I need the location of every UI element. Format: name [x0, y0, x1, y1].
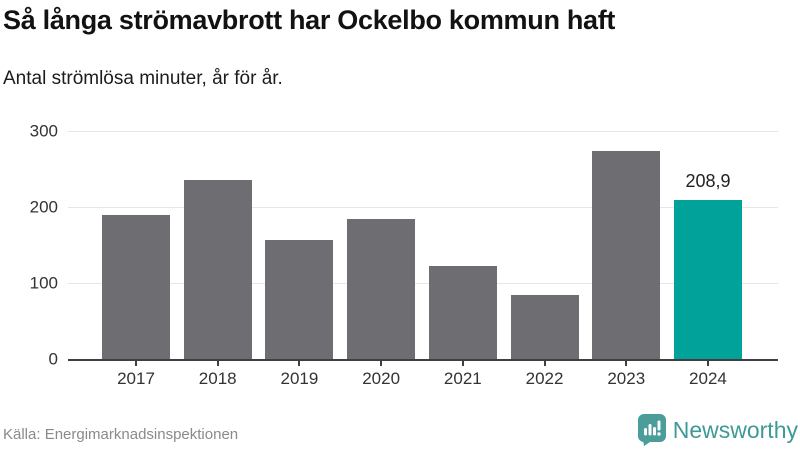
bar-2022	[510, 295, 579, 359]
chart-subtitle: Antal strömlösa minuter, år för år.	[3, 68, 283, 89]
x-axis-label-2017: 2017	[117, 369, 155, 388]
bar-2020	[347, 219, 416, 359]
x-axis-label-2023: 2023	[607, 369, 646, 388]
x-axis-label-2018: 2018	[198, 369, 237, 388]
y-axis-tick-label: 300	[29, 121, 58, 141]
x-axis-label-2020: 2020	[362, 369, 401, 388]
bar-2019	[265, 240, 334, 359]
bar-2021	[428, 265, 497, 359]
x-axis-tick	[216, 359, 219, 366]
newsworthy-logo: Newsworthy	[637, 414, 798, 446]
gridline-100	[68, 283, 778, 284]
x-axis-tick	[298, 359, 301, 366]
x-axis-label-2019: 2019	[280, 369, 319, 388]
plot-area	[68, 131, 778, 361]
x-axis-tick	[135, 359, 137, 366]
bar-2023	[592, 150, 661, 359]
y-axis-tick-label: 100	[29, 273, 58, 293]
x-axis-tick	[625, 359, 628, 366]
x-axis-tick	[380, 359, 383, 366]
bar-2017	[102, 215, 170, 359]
chart-title: Så långa strömavbrott har Ockelbo kommun…	[3, 5, 616, 35]
gridline-200	[68, 207, 778, 208]
x-axis-tick	[543, 359, 546, 366]
x-axis-tick	[706, 359, 709, 366]
bar-2018	[183, 179, 252, 359]
x-axis-line	[68, 359, 778, 361]
newsworthy-bar-chart-icon	[637, 414, 666, 446]
newsworthy-wordmark: Newsworthy	[672, 416, 798, 443]
bar-value-label-2024: 208,9	[685, 171, 731, 192]
y-axis-tick-label: 200	[29, 197, 58, 217]
x-axis-label-2021: 2021	[443, 369, 482, 388]
bar-2024	[673, 200, 742, 359]
x-axis-tick	[461, 359, 464, 366]
y-axis-tick-label: 0	[48, 349, 58, 369]
x-axis-label-2022: 2022	[525, 369, 564, 388]
gridline-300	[68, 131, 778, 132]
x-axis-label-2024: 2024	[689, 369, 727, 388]
source-label: Källa: Energimarknadsinspektionen	[3, 426, 239, 443]
